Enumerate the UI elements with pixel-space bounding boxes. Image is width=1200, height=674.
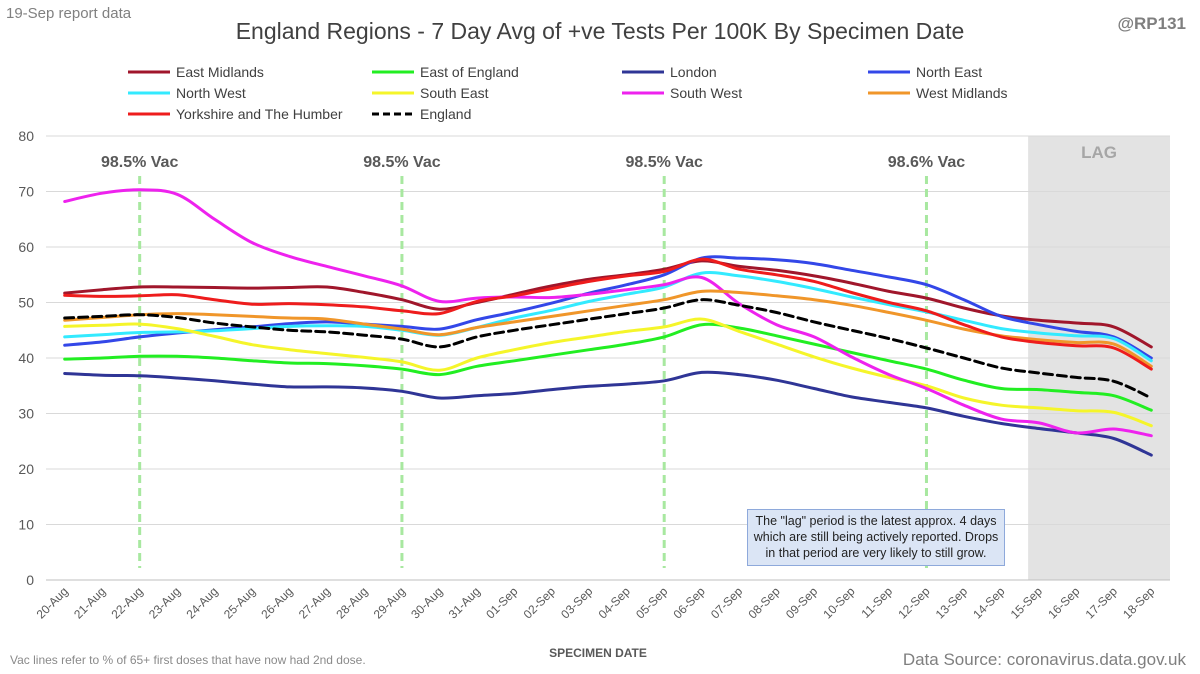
legend-swatch xyxy=(128,112,170,116)
legend-item: North East xyxy=(866,63,982,81)
legend-swatch xyxy=(128,91,170,95)
vaccine-label: 98.6% Vac xyxy=(888,154,966,171)
legend-swatch xyxy=(372,91,414,95)
x-tick-label: 05-Sep xyxy=(633,584,670,621)
x-axis-title: SPECIMEN DATE xyxy=(549,646,647,660)
x-tick-label: 25-Aug xyxy=(221,584,258,621)
data-source: Data Source: coronavirus.data.gov.uk xyxy=(902,650,1186,669)
legend-swatch xyxy=(868,91,910,95)
legend-item: South East xyxy=(370,84,489,102)
y-tick-label: 80 xyxy=(18,128,34,144)
legend-item: South West xyxy=(620,84,742,102)
legend-label: South West xyxy=(670,85,743,101)
series-line-north-west xyxy=(63,271,1153,363)
legend-item: West Midlands xyxy=(866,84,1008,102)
legend-item: England xyxy=(370,105,471,123)
x-tick-label: 14-Sep xyxy=(970,584,1007,621)
x-tick-label: 18-Sep xyxy=(1120,584,1157,621)
x-tick-label: 01-Sep xyxy=(483,584,520,621)
x-tick-label: 10-Sep xyxy=(820,584,857,621)
x-tick-label: 24-Aug xyxy=(183,584,220,621)
vaccine-footnote: Vac lines refer to % of 65+ first doses … xyxy=(10,653,366,667)
x-tick-label: 22-Aug xyxy=(109,584,146,621)
x-tick-label: 03-Sep xyxy=(558,584,595,621)
legend-item: North West xyxy=(126,84,246,102)
legend-label: East Midlands xyxy=(176,64,264,80)
x-tick-label: 31-Aug xyxy=(446,584,483,621)
x-tick-label: 13-Sep xyxy=(933,584,970,621)
legend-swatch xyxy=(622,91,664,95)
x-tick-label: 20-Aug xyxy=(34,584,71,621)
x-tick-label: 29-Aug xyxy=(371,584,408,621)
x-tick-label: 02-Sep xyxy=(521,584,558,621)
legend-label: East of England xyxy=(420,64,519,80)
y-tick-label: 30 xyxy=(18,406,34,422)
legend-label: Yorkshire and The Humber xyxy=(176,106,343,122)
chart-title: England Regions - 7 Day Avg of +ve Tests… xyxy=(235,18,965,44)
report-date: 19-Sep report data xyxy=(6,5,132,22)
y-tick-label: 10 xyxy=(18,517,34,533)
x-tick-label: 12-Sep xyxy=(895,584,932,621)
x-tick-label: 15-Sep xyxy=(1008,584,1045,621)
y-tick-label: 70 xyxy=(18,184,34,200)
y-tick-label: 0 xyxy=(26,572,34,588)
x-tick-label: 11-Sep xyxy=(858,584,895,621)
legend-item: London xyxy=(620,63,717,81)
y-tick-label: 20 xyxy=(18,461,34,477)
legend-swatch xyxy=(372,70,414,74)
legend-label: England xyxy=(420,106,472,122)
series-line-east-of-england xyxy=(63,322,1153,412)
legend-label: North East xyxy=(916,64,983,80)
series-line-london xyxy=(63,370,1153,457)
x-tick-label: 21-Aug xyxy=(71,584,108,621)
vaccine-label: 98.5% Vac xyxy=(101,154,179,171)
legend-swatch xyxy=(372,112,414,116)
vaccine-label: 98.5% Vac xyxy=(363,154,441,171)
series-line-south-west xyxy=(63,188,1153,438)
x-tick-label: 04-Sep xyxy=(596,584,633,621)
legend-label: South East xyxy=(420,85,489,101)
legend-item: Yorkshire and The Humber xyxy=(126,105,343,123)
legend-label: London xyxy=(670,64,717,80)
x-tick-label: 23-Aug xyxy=(146,584,183,621)
series-line-east-midlands xyxy=(63,259,1153,349)
series-line-west-midlands xyxy=(63,289,1153,368)
y-tick-label: 40 xyxy=(18,350,34,366)
y-tick-label: 60 xyxy=(18,239,34,255)
y-tick-label: 50 xyxy=(18,295,34,311)
x-tick-label: 30-Aug xyxy=(408,584,445,621)
x-tick-label: 06-Sep xyxy=(671,584,708,621)
author-handle: @RP131 xyxy=(1117,14,1186,33)
legend-swatch xyxy=(622,70,664,74)
legend-swatch xyxy=(128,70,170,74)
legend-item: East of England xyxy=(370,63,519,81)
x-tick-label: 08-Sep xyxy=(745,584,782,621)
series-line-south-east xyxy=(63,317,1153,428)
x-tick-label: 16-Sep xyxy=(1045,584,1082,621)
x-tick-label: 09-Sep xyxy=(783,584,820,621)
x-tick-label: 17-Sep xyxy=(1083,584,1120,621)
series-line-england xyxy=(63,298,1153,400)
lag-note: The "lag" period is the latest approx. 4… xyxy=(747,509,1005,566)
x-tick-label: 26-Aug xyxy=(258,584,295,621)
legend-item: East Midlands xyxy=(126,63,264,81)
legend-swatch xyxy=(868,70,910,74)
lag-label: LAG xyxy=(1081,143,1117,162)
legend-label: North West xyxy=(176,85,246,101)
legend-label: West Midlands xyxy=(916,85,1008,101)
series-line-yorkshire-and-the-humber xyxy=(63,257,1153,371)
vaccine-label: 98.5% Vac xyxy=(625,154,703,171)
x-tick-label: 27-Aug xyxy=(296,584,333,621)
x-tick-label: 07-Sep xyxy=(708,584,745,621)
x-tick-label: 28-Aug xyxy=(333,584,370,621)
